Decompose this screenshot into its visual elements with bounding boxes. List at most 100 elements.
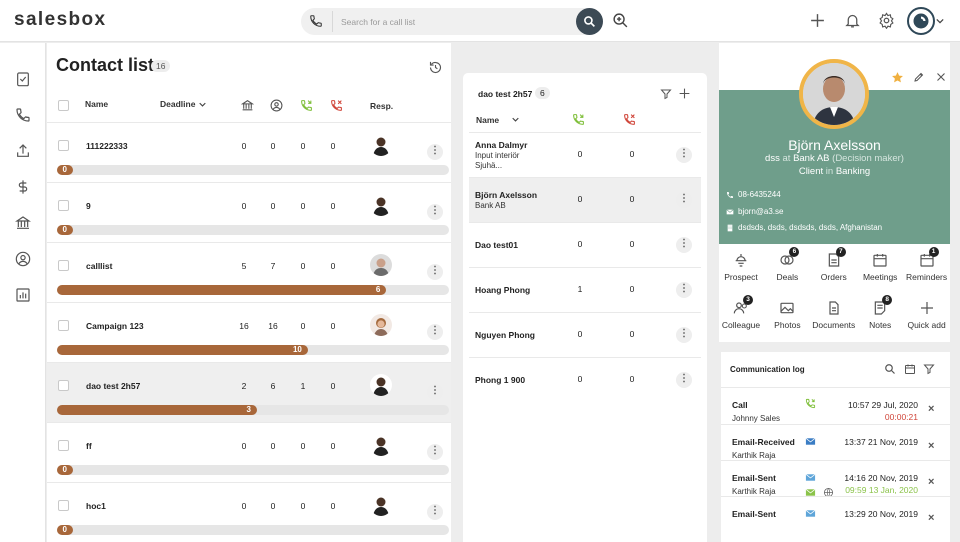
zoom-search-icon[interactable]	[612, 12, 629, 29]
action-colleague[interactable]: 3 Colleague	[716, 295, 766, 330]
person-company[interactable]: Bank AB	[793, 153, 830, 164]
table-row[interactable]: calllist 5 7 0 0 ⋮ 6	[47, 242, 451, 302]
list-item[interactable]: Hoang Phong 1 0 ⋮	[469, 267, 701, 312]
more-options-button[interactable]: ⋮	[427, 324, 443, 340]
contact-name[interactable]: Nguyen Phong	[475, 330, 535, 340]
action-quick-add[interactable]: Quick add	[902, 300, 952, 330]
close-icon[interactable]	[935, 71, 947, 83]
action-meetings[interactable]: Meetings	[855, 252, 905, 282]
more-options-button[interactable]: ⋮	[676, 192, 692, 208]
row-checkbox[interactable]	[58, 500, 69, 511]
search-input[interactable]	[333, 8, 573, 35]
more-options-button[interactable]: ⋮	[427, 504, 443, 520]
more-options-button[interactable]: ⋮	[676, 327, 692, 343]
more-options-button[interactable]: ⋮	[427, 144, 443, 160]
more-options-button[interactable]: ⋮	[427, 444, 443, 460]
list-name[interactable]: ff	[86, 441, 92, 451]
select-all-checkbox[interactable]	[58, 100, 69, 111]
search-button[interactable]	[576, 8, 603, 35]
action-photos[interactable]: Photos	[762, 300, 812, 330]
contact-name[interactable]: Dao test01	[475, 240, 518, 250]
comm-row[interactable]: Email-Received Karthik Raja 13:37 21 Nov, …	[721, 424, 950, 460]
row-checkbox[interactable]	[58, 380, 69, 391]
comm-row[interactable]: Email-Sent 13:29 20 Nov, 2019 ×	[721, 496, 950, 536]
contact-name[interactable]: Björn Axelsson	[475, 190, 538, 200]
avatar[interactable]	[370, 134, 392, 156]
avatar[interactable]	[370, 254, 392, 276]
bank-icon[interactable]	[15, 215, 31, 231]
list-name[interactable]: dao test 2h57	[86, 381, 141, 391]
avatar[interactable]	[370, 194, 392, 216]
table-row[interactable]: 9 0 0 0 0 ⋮ 0	[47, 182, 451, 242]
list-name[interactable]: Campaign 123	[86, 321, 144, 331]
list-name[interactable]: 111222333	[86, 141, 128, 151]
sort-chevron-icon[interactable]	[199, 101, 206, 108]
comm-row[interactable]: Email-Sent Karthik Raja 14:16 20 Nov, 2019…	[721, 460, 950, 498]
reports-icon[interactable]	[15, 287, 31, 303]
history-icon[interactable]	[428, 60, 443, 75]
filter-icon[interactable]	[660, 88, 672, 100]
name-header[interactable]: Name	[85, 99, 109, 109]
chevron-down-icon[interactable]	[936, 17, 944, 25]
list-item[interactable]: Dao test01 0 0 ⋮	[469, 222, 701, 267]
user-avatar[interactable]	[907, 7, 935, 35]
gear-icon[interactable]	[878, 12, 895, 29]
action-deals[interactable]: 6 Deals	[762, 247, 812, 282]
list-item[interactable]: Phong 1 900 0 0 ⋮	[469, 357, 701, 402]
row-checkbox[interactable]	[58, 440, 69, 451]
more-options-button[interactable]: ⋮	[427, 204, 443, 220]
add-contact-icon[interactable]	[678, 87, 691, 100]
person-email-row[interactable]: bjorn@a3.se	[726, 207, 783, 216]
dollar-icon[interactable]	[15, 179, 31, 195]
row-checkbox[interactable]	[58, 260, 69, 271]
action-notes[interactable]: 8 Notes	[855, 295, 905, 330]
bell-icon[interactable]	[844, 12, 861, 29]
tasks-icon[interactable]	[15, 71, 31, 87]
action-documents[interactable]: Documents	[809, 300, 859, 330]
upload-icon[interactable]	[15, 143, 31, 159]
edit-icon[interactable]	[913, 71, 925, 83]
avatar[interactable]	[370, 374, 392, 396]
avatar[interactable]	[370, 494, 392, 516]
more-options-button[interactable]: ⋮	[676, 372, 692, 388]
list-item[interactable]: Nguyen Phong 0 0 ⋮	[469, 312, 701, 357]
close-icon[interactable]: ×	[928, 440, 935, 452]
table-row[interactable]: dao test 2h57 2 6 1 0 ⋮ 3	[47, 362, 451, 422]
row-checkbox[interactable]	[58, 140, 69, 151]
action-prospect[interactable]: Prospect	[716, 252, 766, 282]
list-name[interactable]: hoc1	[86, 501, 106, 511]
table-row[interactable]: 111222333 0 0 0 0 ⋮ 0	[47, 122, 451, 182]
filter-icon[interactable]	[923, 363, 935, 375]
close-icon[interactable]: ×	[928, 512, 935, 524]
list-name[interactable]: calllist	[86, 261, 113, 271]
table-row[interactable]: hoc1 0 0 0 0 ⋮ 0	[47, 482, 451, 542]
contact-name[interactable]: Anna Dalmyr	[475, 140, 528, 150]
more-options-button[interactable]: ⋮	[427, 384, 443, 400]
more-options-button[interactable]: ⋮	[427, 264, 443, 280]
contact-name[interactable]: Phong 1 900	[475, 375, 526, 385]
add-icon[interactable]	[809, 12, 826, 29]
table-row[interactable]: Campaign 123 16 16 0 0 ⋮ 10	[47, 302, 451, 362]
close-icon[interactable]: ×	[928, 403, 935, 415]
table-row[interactable]: ff 0 0 0 0 ⋮ 0	[47, 422, 451, 482]
sort-chevron-icon[interactable]	[512, 116, 519, 123]
list-name[interactable]: 9	[86, 201, 91, 211]
list-item[interactable]: Anna Dalmyr Input interiör Sjuhä... 0 0 ⋮	[469, 132, 701, 177]
person-phone-row[interactable]: 08-6435244	[726, 190, 781, 199]
action-orders[interactable]: 7 Orders	[809, 247, 859, 282]
action-reminders[interactable]: 1 Reminders	[902, 247, 952, 282]
calls-icon[interactable]	[15, 107, 31, 123]
more-options-button[interactable]: ⋮	[676, 147, 692, 163]
row-checkbox[interactable]	[58, 320, 69, 331]
calendar-icon[interactable]	[904, 363, 916, 375]
detail-name-header[interactable]: Name	[476, 115, 500, 125]
row-checkbox[interactable]	[58, 200, 69, 211]
more-options-button[interactable]: ⋮	[676, 237, 692, 253]
contact-icon[interactable]	[15, 251, 31, 267]
phone-icon[interactable]	[309, 14, 323, 28]
avatar[interactable]	[370, 314, 392, 336]
contact-name[interactable]: Hoang Phong	[475, 285, 531, 295]
more-options-button[interactable]: ⋮	[676, 282, 692, 298]
search-icon[interactable]	[884, 363, 896, 375]
deadline-header[interactable]: Deadline	[160, 99, 196, 109]
